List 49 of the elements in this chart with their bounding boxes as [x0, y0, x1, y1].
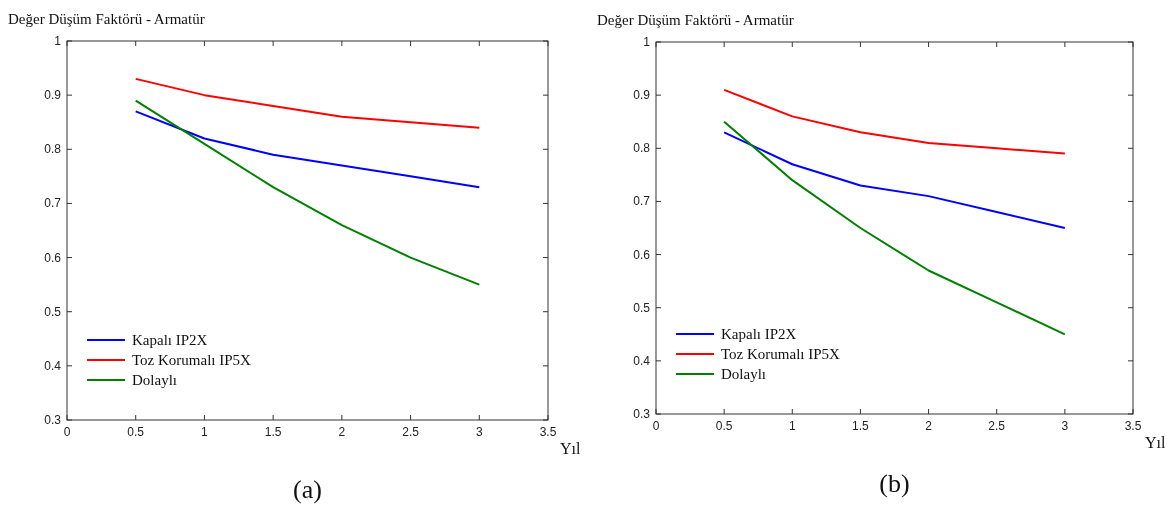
y-tick-label: 0.8 [633, 141, 651, 156]
x-tick-label: 2.5 [988, 419, 1006, 433]
legend-label: Toz Korumalı IP5X [132, 352, 252, 368]
legend-label: Kapalı IP2X [132, 332, 208, 348]
y-tick-label: 1 [643, 35, 651, 49]
y-tick-label: 0.5 [44, 304, 62, 319]
y-tick-label: 0.6 [44, 250, 62, 265]
x-tick-label: 1.5 [264, 425, 282, 439]
x-tick-label: 0.5 [127, 425, 145, 439]
line-series [723, 88, 1066, 155]
y-tick-label: 1 [54, 34, 62, 48]
x-tick-label: 3 [1061, 419, 1069, 433]
legend-label: Toz Korumalı IP5X [721, 346, 841, 362]
x-tick-label: 3.5 [1124, 419, 1142, 433]
y-tick-label: 0.5 [633, 300, 651, 315]
x-tick-label: 3.5 [539, 425, 557, 439]
y-tick-label: 0.8 [44, 142, 62, 157]
x-tick-label: 2.5 [402, 425, 420, 439]
text: (a) [293, 475, 322, 504]
x-tick-label: 2 [338, 425, 346, 439]
x-tick-label: 1 [788, 419, 796, 433]
x-axis-title: Yıl [560, 440, 581, 457]
y-axis-title: Değer Düşüm Faktörü - Armatür [597, 12, 794, 28]
y-tick-label: 0.7 [633, 194, 651, 209]
y-tick-label: 0.9 [44, 88, 62, 103]
x-tick-label: 0 [63, 425, 71, 439]
x-tick-label: 3 [475, 425, 483, 439]
x-tick-label: 0.5 [715, 419, 733, 433]
x-tick-label: 1.5 [852, 419, 870, 433]
y-tick-label: 0.3 [44, 413, 62, 427]
legend-label: Dolaylı [132, 372, 177, 388]
x-axis-title: Yıl [1145, 434, 1166, 451]
x-tick-label: 1 [201, 425, 209, 439]
line-series [134, 77, 481, 129]
line-series [134, 99, 481, 286]
text: (b) [879, 469, 910, 498]
y-axis-title: Değer Düşüm Faktörü - Armatür [8, 11, 205, 27]
y-tick-label: 0.9 [633, 88, 651, 103]
y-tick-label: 0.4 [633, 353, 651, 368]
y-tick-label: 0.7 [44, 196, 62, 211]
x-tick-label: 0 [652, 419, 660, 433]
y-tick-label: 0.3 [633, 407, 651, 421]
y-tick-label: 0.4 [44, 358, 62, 373]
y-tick-label: 0.6 [633, 247, 651, 262]
line-series [723, 131, 1066, 229]
legend-label: Kapalı IP2X [721, 326, 797, 342]
x-tick-label: 2 [925, 419, 933, 433]
line-series [134, 110, 481, 189]
legend-label: Dolaylı [721, 366, 766, 382]
